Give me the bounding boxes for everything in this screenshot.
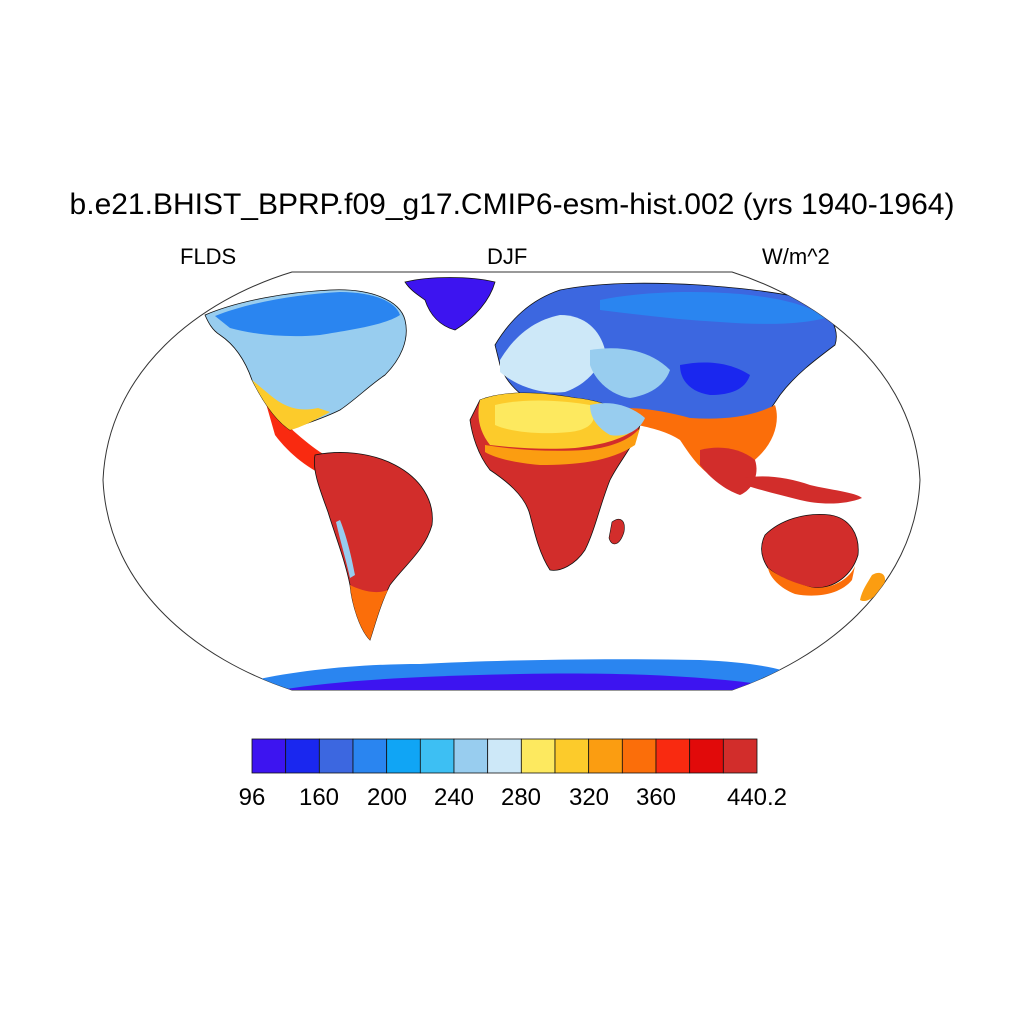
colorbar-swatch <box>520 738 556 774</box>
colorbar-tick-label: 96 <box>238 784 266 811</box>
colorbar-tick-label: 280 <box>500 784 542 811</box>
colorbar-swatch <box>419 738 455 774</box>
colorbar-swatch <box>588 738 623 774</box>
south-america <box>313 452 433 641</box>
colorbar-tick-label: 320 <box>568 784 610 811</box>
colorbar-tick-label: 240 <box>433 784 475 811</box>
southeast-asia-tropics <box>700 447 757 495</box>
colorbar-swatch <box>352 738 388 774</box>
colorbar-tick-label: 200 <box>366 784 408 811</box>
variable-label: FLDS <box>180 244 237 269</box>
greenland <box>404 277 496 331</box>
colorbar-swatch <box>487 738 522 774</box>
colorbar-tick-label: 440.2 <box>726 784 788 811</box>
indonesia <box>745 476 862 504</box>
south-america-south <box>350 585 388 640</box>
central-asia <box>590 348 670 398</box>
colorbar-tick-label: 160 <box>298 784 340 811</box>
siberia-cold <box>680 362 750 395</box>
colorbar-swatch <box>285 738 320 774</box>
colorbar-swatch <box>453 738 489 774</box>
colorbar-swatch <box>621 738 657 774</box>
units-label: W/m^2 <box>762 244 830 269</box>
australia <box>761 514 859 589</box>
new-zealand <box>860 572 886 602</box>
north-america-south <box>252 380 330 430</box>
season-label: DJF <box>487 244 528 269</box>
colorbar-swatch <box>722 738 758 774</box>
colorbar-swatch <box>251 738 287 774</box>
colorbar-swatch <box>554 738 590 774</box>
colorbar-swatch <box>318 738 354 774</box>
antarctica-interior <box>270 673 760 690</box>
sahara <box>495 400 594 434</box>
colorbar-swatch <box>386 738 421 774</box>
colorbar-swatch <box>689 738 724 774</box>
colorbar-swatch <box>655 738 691 774</box>
madagascar <box>608 519 625 545</box>
sahel <box>485 428 640 465</box>
plot-title: b.e21.BHIST_BPRP.f09_g17.CMIP6-esm-hist.… <box>69 188 955 221</box>
north-asia-edge <box>600 292 825 324</box>
north-america-north <box>215 292 400 337</box>
australia-south <box>768 566 855 596</box>
colorbar-tick-label: 360 <box>635 784 677 811</box>
europe <box>500 315 605 393</box>
south-america-andes <box>336 520 355 578</box>
colorbar <box>251 738 758 774</box>
arabia <box>590 403 645 436</box>
